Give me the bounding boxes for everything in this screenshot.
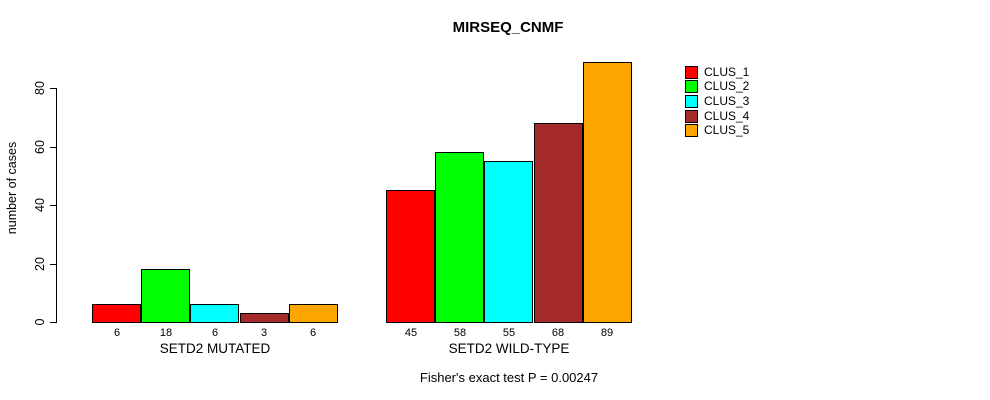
bar-value-label: 89 (600, 327, 614, 339)
bar-value-label: 55 (502, 327, 516, 339)
legend-entry-CLUS_2: CLUS_2 (685, 79, 749, 93)
legend-entry-CLUS_5: CLUS_5 (685, 123, 749, 137)
y-tick-label: 80 (33, 81, 47, 95)
x-group-label: SETD2 MUTATED (159, 341, 271, 356)
legend-label: CLUS_4 (704, 109, 750, 123)
bar-value-label: 3 (260, 327, 268, 339)
y-tick-label: 40 (33, 198, 47, 212)
legend-label: CLUS_1 (704, 65, 750, 79)
bar-value-label: 58 (453, 327, 467, 339)
y-tick-label: 0 (33, 318, 47, 326)
bar-CLUS_2-group2 (435, 152, 484, 323)
y-tick-mark (50, 146, 56, 148)
legend-swatch-icon (685, 94, 698, 108)
y-axis-label: number of cases (5, 141, 19, 235)
bar-value-label: 6 (211, 327, 219, 339)
bar-CLUS_4-group2 (534, 123, 583, 323)
legend-swatch-icon (685, 65, 698, 79)
bar-value-label: 45 (404, 327, 418, 339)
bar-CLUS_1-group1 (92, 304, 141, 323)
bar-CLUS_2-group1 (141, 269, 190, 323)
legend-swatch-icon (685, 109, 698, 123)
chart-title: MIRSEQ_CNMF (452, 19, 564, 36)
legend-swatch-icon (685, 79, 698, 93)
legend-entry-CLUS_1: CLUS_1 (685, 65, 749, 79)
bar-CLUS_3-group2 (484, 161, 533, 323)
bar-CLUS_4-group1 (240, 313, 289, 323)
bar-value-label: 68 (551, 327, 565, 339)
legend-label: CLUS_2 (704, 79, 750, 93)
y-tick-mark (50, 322, 56, 323)
y-tick-mark (50, 263, 56, 265)
legend-entry-CLUS_3: CLUS_3 (685, 94, 749, 108)
y-tick-label: 60 (33, 139, 47, 154)
caption-fisher-test: Fisher's exact test P = 0.00247 (419, 370, 599, 385)
legend-swatch-icon (685, 123, 698, 137)
legend-entry-CLUS_4: CLUS_4 (685, 109, 749, 123)
y-axis-line (56, 88, 57, 323)
legend-label: CLUS_3 (704, 94, 750, 108)
legend-label: CLUS_5 (704, 123, 750, 137)
y-tick-label: 20 (33, 256, 47, 271)
bar-CLUS_5-group1 (289, 304, 338, 323)
y-tick-mark (50, 205, 56, 206)
bar-value-label: 6 (309, 327, 317, 339)
y-tick-mark (50, 88, 56, 89)
bar-value-label: 18 (159, 327, 173, 339)
bar-CLUS_3-group1 (190, 304, 239, 323)
bar-value-label: 6 (113, 327, 121, 339)
bar-CLUS_5-group2 (583, 62, 632, 323)
x-group-label: SETD2 WILD-TYPE (448, 341, 570, 356)
bar-CLUS_1-group2 (386, 190, 435, 323)
